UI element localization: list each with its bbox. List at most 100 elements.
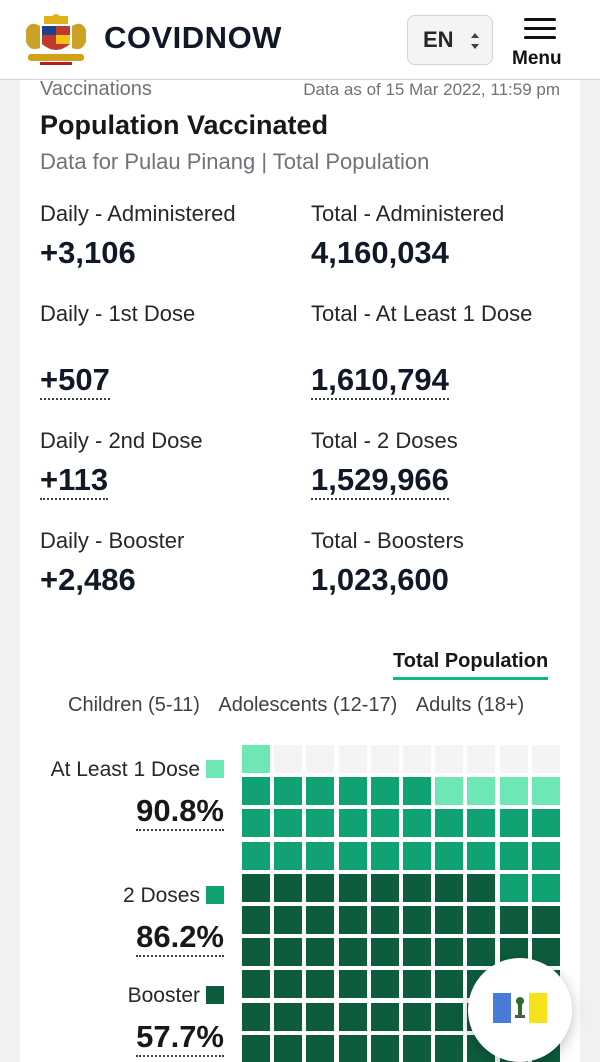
waffle-cell bbox=[242, 970, 270, 999]
waffle-cell bbox=[435, 1034, 464, 1062]
waffle-cell bbox=[467, 906, 496, 934]
waffle-cell bbox=[306, 873, 335, 902]
waffle-cell bbox=[306, 777, 335, 806]
waffle-cell bbox=[467, 873, 496, 902]
waffle-cell bbox=[531, 777, 560, 806]
vaccination-card: Vaccinations Data as of 15 Mar 2022, 11:… bbox=[20, 78, 580, 1062]
waffle-cell bbox=[242, 777, 270, 806]
stat-value: +2,486 bbox=[40, 562, 136, 597]
waffle-cell bbox=[531, 809, 560, 838]
waffle-cell bbox=[403, 809, 431, 838]
language-select[interactable]: EN bbox=[407, 15, 493, 65]
waffle-cell bbox=[435, 745, 464, 773]
waffle-cell bbox=[499, 906, 528, 934]
legend-label: Booster bbox=[40, 982, 224, 1009]
legend-swatch bbox=[206, 986, 224, 1004]
waffle-cell bbox=[467, 841, 496, 870]
waffle-cell bbox=[338, 809, 367, 838]
legend-percent[interactable]: 57.7% bbox=[136, 1019, 224, 1057]
waffle-cell bbox=[338, 970, 367, 999]
age-group-tabs: Children (5-11) Adolescents (12-17) Adul… bbox=[68, 694, 538, 717]
top-navbar: COVIDNOW EN Menu bbox=[0, 0, 600, 80]
stat-label: Total - Boosters bbox=[311, 528, 464, 553]
stat-label: Total - Administered bbox=[311, 201, 505, 226]
legend-2-doses: 2 Doses 86.2% bbox=[40, 882, 224, 957]
waffle-cell bbox=[274, 970, 303, 999]
menu-label: Menu bbox=[512, 48, 562, 69]
hamburger-icon bbox=[524, 18, 556, 40]
waffle-cell bbox=[370, 1002, 399, 1031]
waffle-cell bbox=[499, 745, 528, 773]
section-label: Vaccinations bbox=[40, 78, 152, 100]
stat-total-boosters: Total - Boosters 1,023,600 bbox=[311, 527, 571, 598]
waffle-cell bbox=[242, 873, 270, 902]
waffle-cell bbox=[274, 745, 303, 773]
waffle-cell bbox=[435, 873, 464, 902]
stat-label: Daily - 1st Dose bbox=[40, 301, 196, 326]
pulau-pinang-flag-icon bbox=[493, 993, 547, 1023]
waffle-cell bbox=[242, 906, 270, 934]
stat-value[interactable]: 1,610,794 bbox=[311, 362, 449, 400]
waffle-cell bbox=[467, 745, 496, 773]
stat-value[interactable]: +113 bbox=[40, 462, 109, 500]
menu-button[interactable]: Menu bbox=[510, 14, 572, 72]
stat-total-administered: Total - Administered 4,160,034 bbox=[311, 200, 571, 271]
stat-label: Total - At Least 1 Dose bbox=[311, 301, 533, 326]
waffle-cell bbox=[403, 1002, 431, 1031]
stat-daily-1st-dose: Daily - 1st Dose +507 bbox=[40, 300, 300, 400]
tab-total-population[interactable]: Total Population bbox=[393, 650, 549, 680]
waffle-cell bbox=[499, 809, 528, 838]
stat-value: 1,023,600 bbox=[311, 562, 449, 597]
stat-value: +3,106 bbox=[40, 235, 136, 270]
waffle-cell bbox=[435, 809, 464, 838]
waffle-cell bbox=[531, 906, 560, 934]
language-select-value: EN bbox=[423, 27, 454, 52]
waffle-cell bbox=[435, 841, 464, 870]
waffle-cell bbox=[467, 777, 496, 806]
legend-booster: Booster 57.7% bbox=[40, 982, 224, 1057]
stat-value: 4,160,034 bbox=[311, 235, 449, 270]
legend-swatch bbox=[206, 760, 224, 778]
legend-label: At Least 1 Dose bbox=[40, 756, 224, 783]
waffle-cell bbox=[499, 841, 528, 870]
waffle-cell bbox=[403, 1034, 431, 1062]
waffle-cell bbox=[274, 809, 303, 838]
waffle-cell bbox=[403, 970, 431, 999]
stat-daily-administered: Daily - Administered +3,106 bbox=[40, 200, 300, 271]
waffle-cell bbox=[338, 777, 367, 806]
legend-swatch bbox=[206, 886, 224, 904]
waffle-cell bbox=[531, 841, 560, 870]
waffle-cell bbox=[274, 841, 303, 870]
tab-adults[interactable]: Adults (18+) bbox=[415, 694, 525, 716]
stat-value[interactable]: +507 bbox=[40, 362, 110, 400]
stat-total-2-doses: Total - 2 Doses 1,529,966 bbox=[311, 427, 571, 500]
waffle-cell bbox=[370, 841, 399, 870]
stat-value[interactable]: 1,529,966 bbox=[311, 462, 449, 500]
legend-percent[interactable]: 86.2% bbox=[136, 919, 224, 957]
waffle-cell bbox=[274, 1002, 303, 1031]
waffle-cell bbox=[499, 873, 528, 902]
waffle-cell bbox=[274, 1034, 303, 1062]
card-title: Population Vaccinated bbox=[40, 110, 329, 140]
state-flag-button[interactable] bbox=[468, 958, 572, 1062]
waffle-cell bbox=[370, 873, 399, 902]
tab-adolescents[interactable]: Adolescents (12-17) bbox=[218, 694, 398, 716]
waffle-cell bbox=[306, 938, 335, 967]
waffle-cell bbox=[306, 809, 335, 838]
app-brand-title[interactable]: COVIDNOW bbox=[104, 20, 282, 55]
waffle-cell bbox=[435, 777, 464, 806]
waffle-cell bbox=[242, 1034, 270, 1062]
legend-percent[interactable]: 90.8% bbox=[136, 793, 224, 831]
malaysia-coat-of-arms-logo[interactable] bbox=[20, 12, 92, 68]
waffle-cell bbox=[370, 745, 399, 773]
waffle-cell bbox=[274, 777, 303, 806]
waffle-cell bbox=[403, 906, 431, 934]
tab-children[interactable]: Children (5-11) bbox=[68, 694, 200, 716]
waffle-cell bbox=[242, 745, 270, 773]
data-timestamp: Data as of 15 Mar 2022, 11:59 pm bbox=[303, 80, 560, 99]
waffle-cell bbox=[403, 873, 431, 902]
waffle-cell bbox=[435, 970, 464, 999]
waffle-cell bbox=[338, 1002, 367, 1031]
waffle-cell bbox=[242, 938, 270, 967]
waffle-cell bbox=[370, 777, 399, 806]
